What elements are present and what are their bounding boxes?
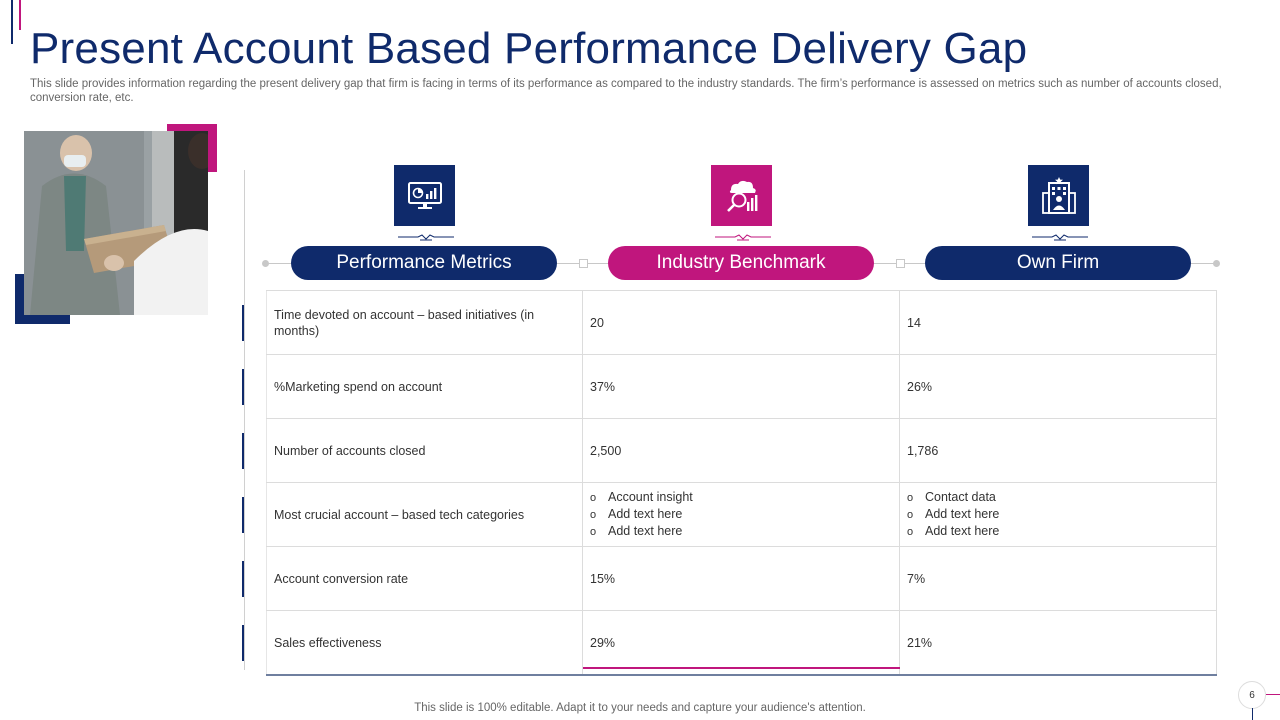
divider-ornament	[1032, 234, 1088, 241]
benchmark-cell: 29%	[583, 611, 900, 674]
table-row: Sales effectiveness 29% 21%	[242, 610, 1217, 676]
row-marker	[242, 433, 244, 469]
photo-frame	[15, 124, 217, 324]
own-firm-list: Contact data Add text here Add text here	[907, 489, 999, 540]
page-accent-line	[1266, 694, 1280, 695]
table-left-rule	[244, 170, 245, 670]
benchmark-cell: 20	[583, 291, 900, 354]
row-marker	[242, 497, 244, 533]
row-marker	[242, 561, 244, 597]
metric-cell: Sales effectiveness	[266, 611, 583, 674]
monitor-chart-icon	[394, 165, 455, 226]
metric-cell: %Marketing spend on account	[266, 355, 583, 418]
metrics-table: Time devoted on account – based initiati…	[242, 290, 1217, 676]
row-marker	[242, 625, 244, 661]
own-firm-cell: Contact data Add text here Add text here	[900, 483, 1217, 546]
benchmark-cell: 15%	[583, 547, 900, 610]
own-firm-cell: 21%	[900, 611, 1217, 674]
row-marker	[242, 305, 244, 341]
footer-note: This slide is 100% editable. Adapt it to…	[414, 702, 866, 714]
list-item: Add text here	[590, 523, 693, 540]
analytics-search-icon	[711, 165, 772, 226]
page-title: Present Account Based Performance Delive…	[30, 24, 1028, 73]
building-icon	[1028, 165, 1089, 226]
table-row: Account conversion rate 15% 7%	[242, 546, 1217, 610]
benchmark-cell: Account insight Add text here Add text h…	[583, 483, 900, 546]
page-accent-line	[1252, 708, 1253, 720]
list-item: Account insight	[590, 489, 693, 506]
column-header-performance-metrics: Performance Metrics	[291, 246, 557, 280]
own-firm-cell: 7%	[900, 547, 1217, 610]
divider-ornament	[715, 234, 771, 241]
timeline-node	[896, 259, 905, 268]
metric-cell: Most crucial account – based tech catego…	[266, 483, 583, 546]
metric-cell: Time devoted on account – based initiati…	[266, 291, 583, 354]
metric-cell: Number of accounts closed	[266, 419, 583, 482]
column-header-own-firm: Own Firm	[925, 246, 1191, 280]
benchmark-bottom-accent	[583, 667, 900, 669]
table-row: Number of accounts closed 2,500 1,786	[242, 418, 1217, 482]
own-firm-cell: 14	[900, 291, 1217, 354]
list-item: Contact data	[907, 489, 999, 506]
table-row: Most crucial account – based tech catego…	[242, 482, 1217, 546]
delivery-person-photo	[24, 131, 208, 315]
own-firm-cell: 1,786	[900, 419, 1217, 482]
page-subtitle: This slide provides information regardin…	[30, 78, 1222, 104]
title-accent-bar-pink	[19, 0, 21, 30]
page-number: 6	[1238, 681, 1266, 709]
divider-ornament	[398, 234, 454, 241]
timeline-dot	[1213, 260, 1220, 267]
column-header-industry-benchmark: Industry Benchmark	[608, 246, 874, 280]
list-item: Add text here	[907, 506, 999, 523]
metric-cell: Account conversion rate	[266, 547, 583, 610]
table-row: %Marketing spend on account 37% 26%	[242, 354, 1217, 418]
list-item: Add text here	[590, 506, 693, 523]
own-firm-cell: 26%	[900, 355, 1217, 418]
timeline-node	[579, 259, 588, 268]
benchmark-cell: 2,500	[583, 419, 900, 482]
list-item: Add text here	[907, 523, 999, 540]
table-row: Time devoted on account – based initiati…	[242, 290, 1217, 354]
benchmark-list: Account insight Add text here Add text h…	[590, 489, 693, 540]
benchmark-cell: 37%	[583, 355, 900, 418]
timeline-dot	[262, 260, 269, 267]
title-accent-bar	[11, 0, 13, 44]
row-marker	[242, 369, 244, 405]
